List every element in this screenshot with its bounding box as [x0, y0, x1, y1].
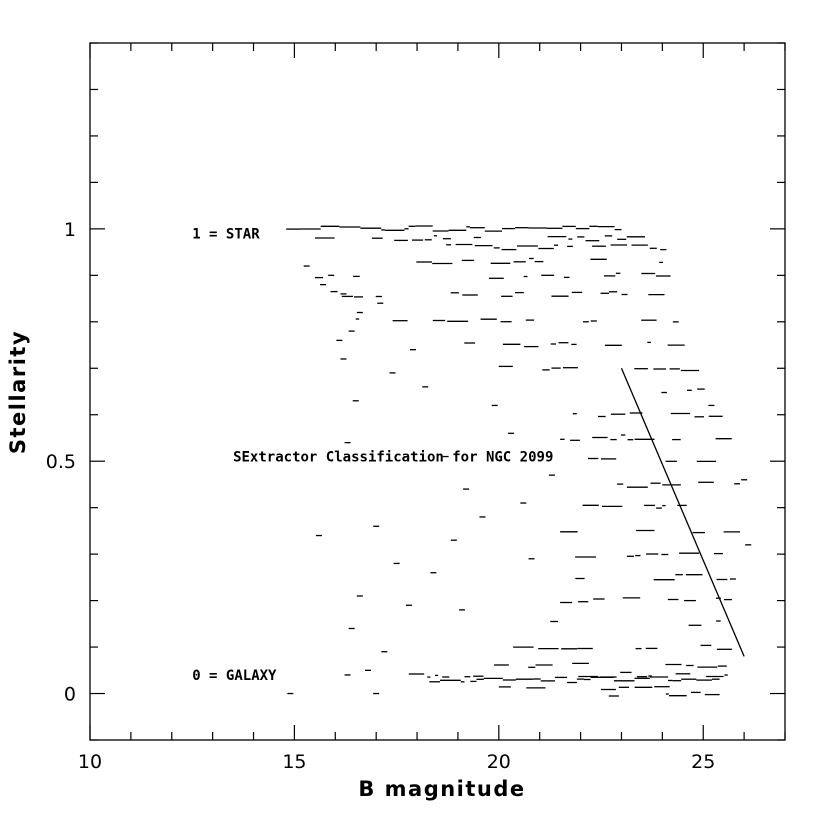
axis-ticks — [89, 42, 786, 741]
plot-frame — [89, 42, 786, 741]
annotation-label: SExtractor Classification for NGC 2099 — [233, 450, 553, 466]
x-tick-label: 25 — [691, 751, 715, 773]
annotation-label: 1 = STAR — [192, 227, 260, 243]
x-axis-label: B magnitude — [358, 777, 525, 801]
x-tick-label: 20 — [487, 751, 511, 773]
data-marks — [286, 225, 752, 697]
y-tick-labels: 00.51 — [46, 219, 76, 706]
y-tick-label: 1 — [64, 219, 76, 241]
annotations: 1 = STAR 0 = GALAXY SExtractor Classificat… — [192, 227, 553, 684]
annotation-label: 0 = GALAXY — [192, 668, 277, 684]
x-tick-label: 10 — [78, 751, 102, 773]
x-tick-labels: 10 15 20 25 — [78, 751, 715, 773]
y-axis-label: Stellarity — [6, 330, 30, 454]
y-tick-label: 0.5 — [46, 451, 76, 473]
separation-line — [620, 368, 745, 657]
x-tick-label: 15 — [282, 751, 306, 773]
y-tick-label: 0 — [64, 684, 76, 706]
